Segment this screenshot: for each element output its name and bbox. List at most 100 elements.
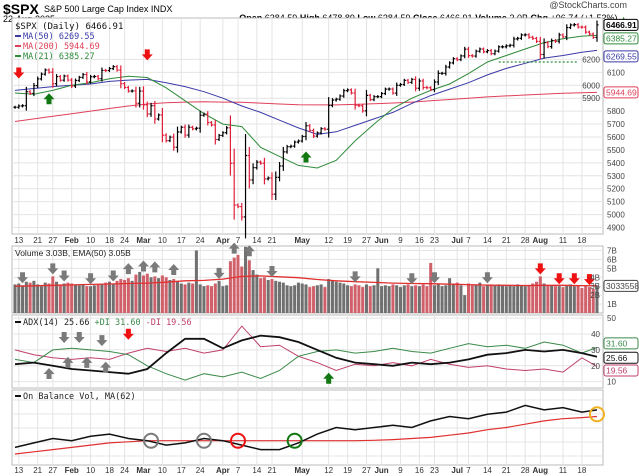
volume-bar — [300, 283, 304, 313]
date-axis-label-bottom: 23 — [430, 466, 439, 475]
price-bar — [96, 74, 100, 81]
price-bar — [538, 36, 542, 60]
price-bar — [523, 33, 527, 37]
volume-bar — [550, 285, 554, 313]
volume-bar — [270, 279, 274, 313]
gray-arrow-down-icon — [481, 272, 493, 284]
price-bar — [568, 23, 573, 30]
volume-bar — [542, 283, 546, 313]
gray-arrow-up-icon — [243, 245, 255, 257]
date-axis-label-bottom: Jul — [451, 466, 463, 475]
price-bar — [557, 32, 561, 44]
volume-bar — [244, 246, 248, 313]
price-bar — [463, 46, 467, 59]
volume-bar — [274, 280, 278, 313]
price-bar — [406, 78, 410, 84]
price-bar — [17, 104, 21, 109]
volume-bar — [463, 295, 467, 313]
price-bar — [160, 107, 164, 143]
price-bar — [357, 103, 361, 108]
price-bar — [47, 68, 51, 74]
volume-bar — [183, 284, 187, 313]
date-axis-label-top: 21 — [268, 236, 277, 245]
date-axis-label-top: 24 — [196, 236, 205, 245]
date-axis-label-bottom: 18 — [105, 466, 114, 475]
volume-bar — [104, 282, 108, 313]
price-bar — [497, 45, 501, 53]
price-bar — [391, 87, 395, 95]
adx-legend-value: ADX(14) 25.66 — [23, 318, 90, 328]
date-axis-label-top: 14 — [483, 236, 492, 245]
plus-di-value-label-box — [603, 337, 639, 350]
volume-bar — [425, 286, 429, 313]
price-bar — [451, 57, 455, 65]
price-bar — [77, 75, 81, 83]
price-bar — [470, 54, 474, 58]
price-axis-label: 6200 — [582, 55, 600, 64]
price-bar — [247, 146, 251, 189]
volume-bar — [342, 283, 346, 313]
ma21-value-label: 6385.27 — [606, 33, 637, 43]
minus-di-line — [14, 325, 598, 373]
volume-bar — [308, 287, 312, 313]
price-bar — [361, 103, 365, 113]
red-arrow-down-icon — [13, 67, 25, 79]
volume-bar — [28, 282, 32, 313]
price-bar — [266, 176, 270, 181]
gray-arrow-up-icon — [228, 242, 240, 254]
volume-bar — [527, 285, 531, 313]
date-axis-label-bottom: 14 — [252, 466, 261, 475]
volume-bar — [281, 282, 285, 313]
date-axis-label-top: 9 — [398, 236, 403, 245]
volume-bar — [247, 260, 251, 313]
volume-value-label-box — [603, 279, 639, 292]
price-bar — [519, 33, 524, 40]
volume-bar — [32, 280, 36, 313]
gray-arrow-up-icon — [43, 367, 55, 379]
gray-arrow-down-icon — [266, 266, 278, 278]
volume-bar — [561, 287, 565, 313]
price-bar — [553, 39, 558, 43]
volume-bar — [77, 285, 81, 313]
price-bar — [172, 133, 176, 151]
date-axis-label-bottom: 24 — [120, 466, 129, 475]
date-axis-label-bottom: 9 — [398, 466, 403, 475]
price-bar — [209, 120, 214, 127]
adx-value-label-box — [603, 351, 639, 364]
volume-bar — [55, 281, 59, 313]
price-bar — [383, 87, 387, 96]
price-bar — [466, 46, 471, 58]
price-bar — [398, 82, 403, 87]
volume-bar — [13, 284, 17, 313]
ma21-legend: MA(21) 6385.27 — [23, 52, 95, 62]
volume-bar — [553, 286, 557, 313]
volume-bar — [353, 284, 357, 313]
volume-bar — [43, 282, 47, 313]
price-bar — [436, 70, 440, 86]
price-bar — [213, 119, 217, 145]
price-axis-label: 4900 — [607, 224, 625, 233]
price-bar — [330, 98, 335, 108]
volume-bar — [194, 250, 198, 313]
volume-bar — [444, 285, 448, 313]
adx-axis-label: 50 — [607, 314, 616, 323]
price-bar — [36, 76, 40, 88]
date-axis-label-bottom: 11 — [559, 466, 568, 475]
volume-bar — [92, 285, 96, 313]
price-bar — [413, 76, 418, 92]
price-bar — [58, 75, 62, 82]
price-bar — [512, 36, 516, 48]
price-axis-label: 5800 — [607, 107, 625, 116]
price-bar — [138, 86, 142, 108]
volume-bar — [51, 276, 55, 313]
price-axis-label: 6000 — [582, 81, 600, 90]
price-bar — [88, 74, 93, 84]
price-bar — [111, 65, 115, 71]
volume-bar — [191, 283, 195, 313]
date-axis-label-bottom: Aug — [533, 466, 549, 475]
volume-bar — [587, 287, 591, 313]
volume-bar — [565, 285, 569, 313]
price-bar — [32, 82, 36, 97]
adx-value-label: 25.66 — [606, 353, 628, 363]
price-bar — [277, 161, 282, 182]
